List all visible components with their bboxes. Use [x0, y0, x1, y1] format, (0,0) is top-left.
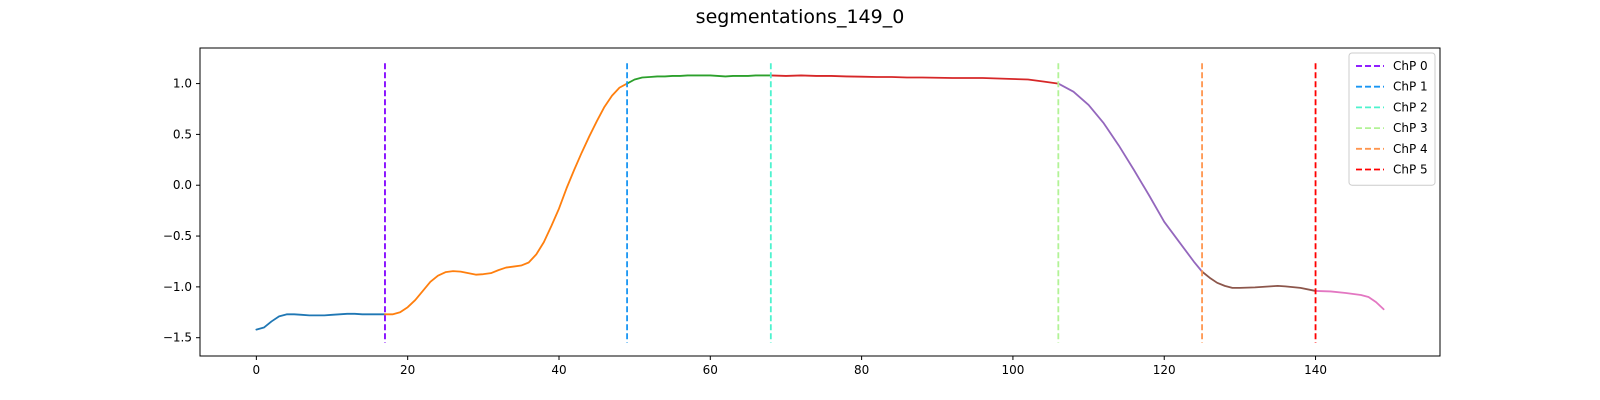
segment-line-5 — [1201, 270, 1317, 292]
x-tick-label-0: 0 — [253, 363, 261, 377]
legend-label-5: ChP 5 — [1393, 163, 1428, 177]
y-tick-label-4: −1.0 — [163, 280, 192, 294]
segment-line-2 — [626, 74, 772, 85]
segment-line-4 — [1057, 82, 1203, 273]
x-tick-label-5: 100 — [1001, 363, 1024, 377]
plot-area — [199, 47, 1441, 357]
chart-title: segmentations_149_0 — [696, 6, 905, 28]
y-tick-label-2: 0.0 — [173, 178, 192, 192]
legend-label-2: ChP 2 — [1393, 100, 1428, 114]
y-tick-label-5: −1.5 — [163, 331, 192, 345]
x-tick-label-7: 140 — [1304, 363, 1327, 377]
x-tick-label-2: 40 — [551, 363, 566, 377]
legend-label-0: ChP 0 — [1393, 59, 1428, 73]
x-tick-label-4: 80 — [854, 363, 869, 377]
legend: ChP 0 ChP 1 ChP 2 ChP 3 ChP 4 ChP 5 — [1348, 52, 1436, 186]
series-layer — [255, 74, 1385, 331]
y-tick-label-0: 1.0 — [173, 77, 192, 91]
legend-label-4: ChP 4 — [1393, 142, 1428, 156]
axis-layer: 0 20 40 60 80 100 120 140 1.0 0.5 0.0 −0.5 −1.0 −1.5 — [163, 77, 1327, 377]
segment-line-0 — [255, 312, 386, 331]
y-tick-label-1: 0.5 — [173, 127, 192, 141]
x-tick-label-1: 20 — [400, 363, 415, 377]
segment-line-3 — [769, 74, 1060, 85]
legend-label-1: ChP 1 — [1393, 80, 1428, 94]
x-tick-label-3: 60 — [703, 363, 718, 377]
segment-line-6 — [1314, 290, 1385, 311]
x-tick-label-6: 120 — [1153, 363, 1176, 377]
segment-line-1 — [384, 82, 628, 316]
changepoint-layer — [384, 63, 1317, 343]
legend-label-3: ChP 3 — [1393, 121, 1428, 135]
y-tick-label-3: −0.5 — [163, 229, 192, 243]
